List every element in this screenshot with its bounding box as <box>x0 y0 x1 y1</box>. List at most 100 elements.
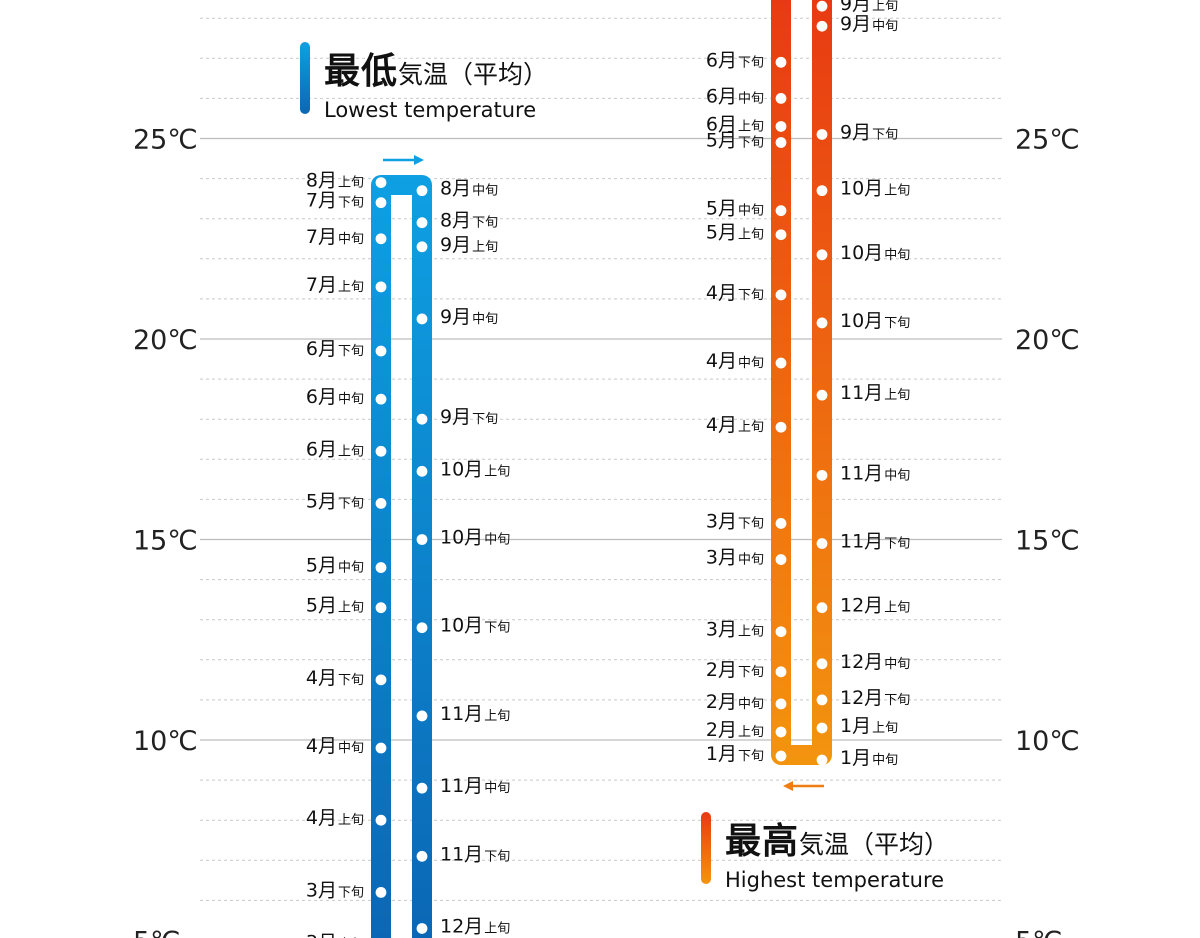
high-point-9月中旬 <box>816 20 828 32</box>
high-point-12月中旬 <box>816 658 828 670</box>
high-point-label: 9月中旬 <box>840 13 898 35</box>
low-point-4月上旬 <box>375 814 387 826</box>
high-point-9月下旬 <box>816 129 828 140</box>
y-tick-label-left: 25℃ <box>133 125 198 156</box>
low-point-8月中旬 <box>416 185 428 197</box>
low-point-10月上旬 <box>416 465 428 477</box>
low-point-3月下旬 <box>375 886 387 898</box>
high-point-label: 12月上旬 <box>840 595 910 617</box>
low-point-8月上旬 <box>375 177 387 189</box>
high-point-label: 12月下旬 <box>840 687 910 709</box>
legend-highest-swatch <box>701 812 711 884</box>
series-lowest-temperature: 3月中旬 3月下旬 4月上旬 4月中旬 4月下旬 5月上旬 5月中旬 5月下旬 6月上旬 6月中旬… <box>306 155 510 938</box>
low-point-label: 4月下旬 <box>306 667 364 689</box>
low-point-6月下旬 <box>375 345 387 357</box>
low-point-label: 5月中旬 <box>306 555 364 577</box>
high-point-12月上旬 <box>816 602 828 614</box>
high-point-4月上旬 <box>775 421 787 433</box>
low-point-label: 4月上旬 <box>306 807 364 829</box>
high-point-1月下旬 <box>775 750 787 762</box>
low-point-4月中旬 <box>375 742 387 754</box>
legend-highest-title-suffix: 気温（平均） <box>799 830 950 859</box>
high-point-label: 2月上旬 <box>706 719 764 741</box>
low-point-label: 7月中旬 <box>306 226 364 248</box>
legend-highest: 最高気温（平均） Highest temperature <box>701 812 949 892</box>
y-tick-label-left: 5℃ <box>133 927 181 938</box>
y-tick-label-right: 20℃ <box>1015 325 1080 356</box>
high-point-1月上旬 <box>816 722 828 734</box>
high-point-label: 11月上旬 <box>840 382 910 404</box>
low-point-5月上旬 <box>375 602 387 614</box>
high-direction-arrow-head <box>783 781 793 791</box>
high-point-label: 9月下旬 <box>840 121 898 143</box>
high-point-2月中旬 <box>775 698 787 710</box>
low-point-8月下旬 <box>416 217 428 229</box>
high-point-label: 1月中旬 <box>840 747 898 769</box>
low-point-label: 8月中旬 <box>440 178 498 200</box>
low-point-label: 5月下旬 <box>306 490 364 512</box>
low-point-10月下旬 <box>416 622 428 634</box>
high-point-3月下旬 <box>775 518 787 529</box>
low-point-label: 11月中旬 <box>440 775 510 797</box>
low-point-label: 9月上旬 <box>440 234 498 256</box>
high-point-label: 9月上旬 <box>840 0 898 15</box>
low-point-label: 3月中旬 <box>306 932 364 938</box>
low-point-6月上旬 <box>375 445 387 457</box>
low-point-label: 3月下旬 <box>306 879 364 901</box>
high-point-3月上旬 <box>775 626 787 638</box>
high-point-12月下旬 <box>816 694 828 706</box>
high-point-1月中旬 <box>816 754 828 766</box>
low-point-label: 8月上旬 <box>306 170 364 192</box>
y-tick-label-right: 5℃ <box>1015 927 1063 938</box>
low-point-label: 6月上旬 <box>306 438 364 460</box>
low-point-7月中旬 <box>375 233 387 245</box>
low-point-6月中旬 <box>375 393 387 405</box>
high-point-9月上旬 <box>816 0 828 12</box>
y-tick-label-right: 15℃ <box>1015 526 1080 557</box>
high-point-label: 11月下旬 <box>840 531 910 553</box>
high-point-label: 6月中旬 <box>706 85 764 107</box>
high-point-label: 5月下旬 <box>706 130 764 152</box>
low-point-label: 11月下旬 <box>440 843 510 865</box>
high-point-4月下旬 <box>775 289 787 301</box>
low-series-line <box>371 175 432 938</box>
high-point-2月下旬 <box>775 666 787 678</box>
high-point-2月上旬 <box>775 726 787 738</box>
high-point-10月下旬 <box>816 317 828 329</box>
low-point-12月上旬 <box>416 923 428 934</box>
high-point-label: 10月上旬 <box>840 178 910 200</box>
low-direction-arrow-head <box>414 155 424 165</box>
low-point-label: 9月中旬 <box>440 306 498 328</box>
high-point-5月下旬 <box>775 137 787 148</box>
high-point-10月中旬 <box>816 249 828 261</box>
low-point-9月中旬 <box>416 313 428 325</box>
high-point-6月下旬 <box>775 56 787 68</box>
high-point-label: 5月上旬 <box>706 222 764 244</box>
low-point-9月下旬 <box>416 413 428 425</box>
legend-lowest: 最低気温（平均） Lowest temperature <box>300 42 548 122</box>
high-point-label: 3月下旬 <box>706 510 764 532</box>
high-point-label: 6月上旬 <box>706 113 764 135</box>
low-point-7月上旬 <box>375 281 387 293</box>
low-point-label: 6月中旬 <box>306 386 364 408</box>
low-point-label: 9月下旬 <box>440 406 498 428</box>
low-point-9月上旬 <box>416 241 428 253</box>
low-point-5月中旬 <box>375 562 387 573</box>
low-point-4月下旬 <box>375 674 387 686</box>
high-point-label: 1月上旬 <box>840 715 898 737</box>
high-point-11月中旬 <box>816 469 828 481</box>
high-point-label: 2月中旬 <box>706 691 764 713</box>
low-point-10月中旬 <box>416 534 428 545</box>
low-point-11月下旬 <box>416 850 428 862</box>
high-point-11月下旬 <box>816 538 828 549</box>
low-point-label: 8月下旬 <box>440 210 498 232</box>
y-tick-label-left: 15℃ <box>133 526 198 557</box>
y-tick-label-left: 20℃ <box>133 325 198 356</box>
high-point-label: 12月中旬 <box>840 651 910 673</box>
y-axis-labels: 5℃ 5℃ 10℃ 10℃ 15℃ 15℃ 20℃ 20℃ 25℃ 25℃ <box>133 125 1080 938</box>
low-point-label: 12月上旬 <box>440 915 510 937</box>
high-series-line <box>771 0 832 765</box>
low-point-7月下旬 <box>375 197 387 209</box>
high-point-label: 10月中旬 <box>840 242 910 264</box>
